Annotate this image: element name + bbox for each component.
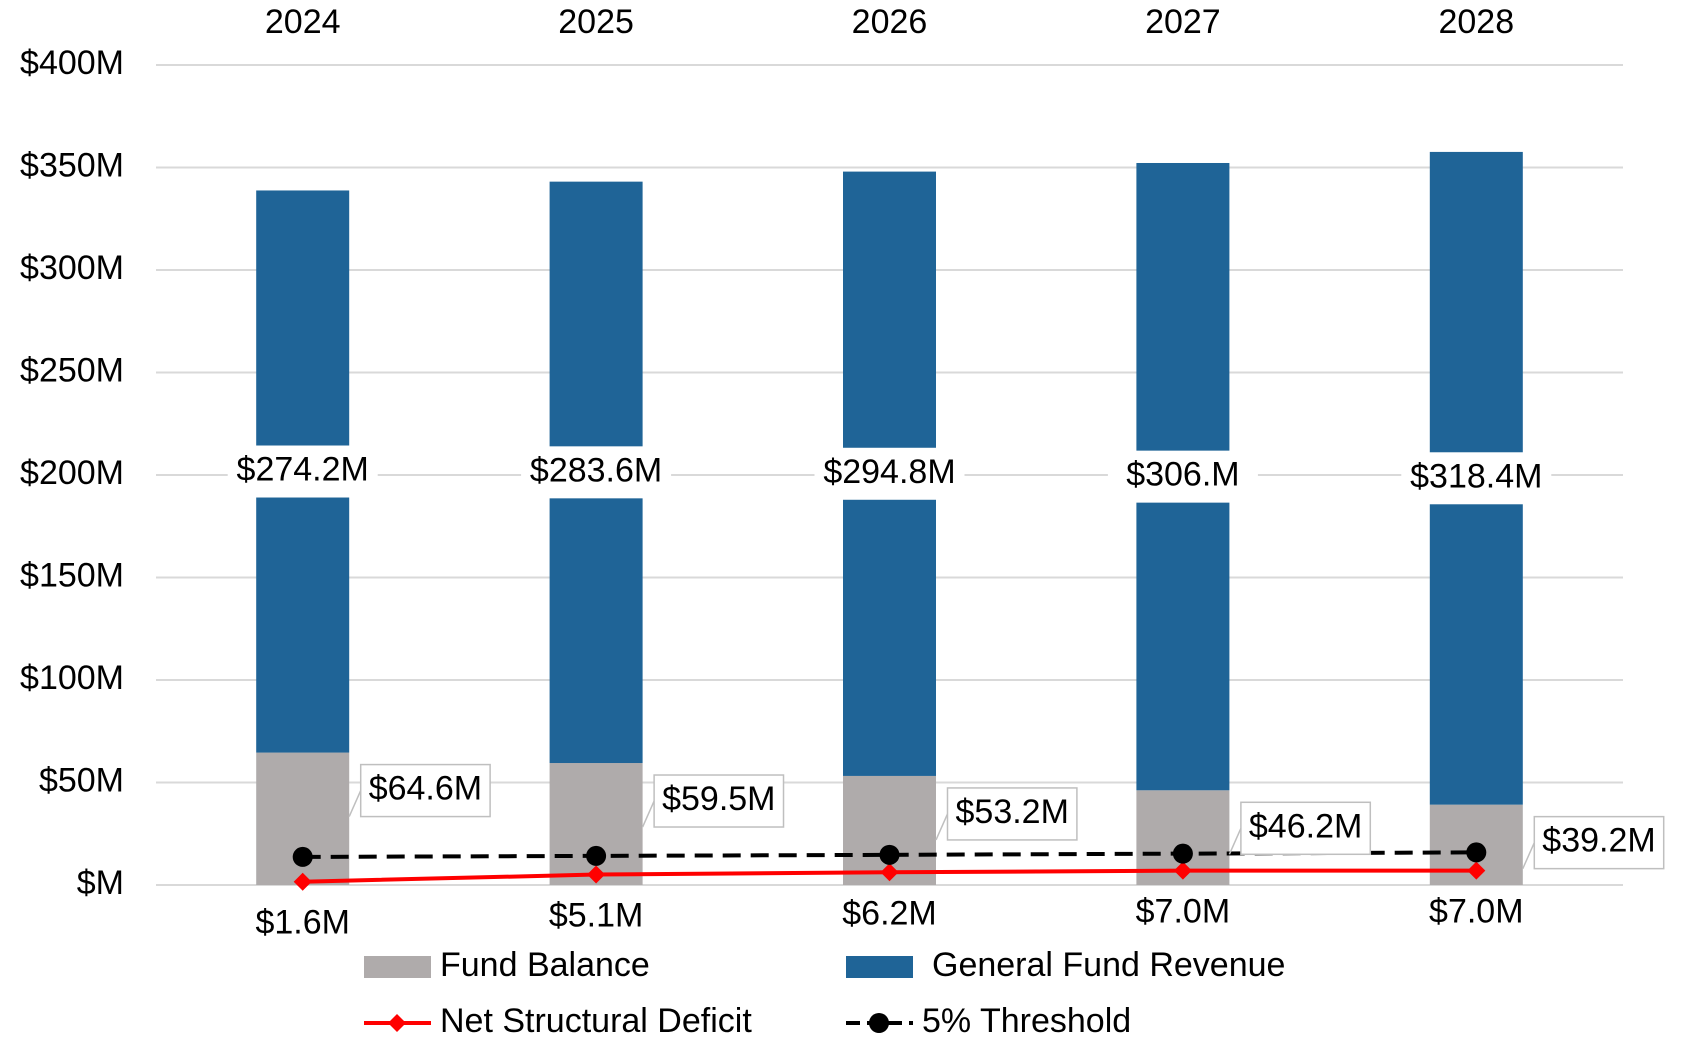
marker [1467, 861, 1486, 880]
y-tick-label: $400M [20, 44, 124, 82]
marker [587, 865, 606, 884]
y-tick-label: $150M [20, 556, 124, 594]
legend-swatch [846, 956, 913, 978]
x-tick-label: 2025 [558, 3, 634, 41]
data-label: $64.6M [369, 770, 482, 808]
leader [641, 800, 655, 828]
leader [348, 790, 362, 817]
leader [1522, 842, 1535, 869]
marker [1466, 842, 1487, 863]
data-label: $7.0M [1429, 893, 1524, 931]
data-label: $1.6M [255, 904, 350, 942]
label-bg [521, 446, 672, 499]
legend-label: 5% Threshold [922, 1002, 1131, 1040]
marker [1172, 843, 1193, 864]
label-bg [1107, 450, 1258, 503]
y-tick-label: $350M [20, 146, 124, 184]
y-tick-label: $200M [20, 454, 124, 492]
data-label: $46.2M [1249, 807, 1362, 845]
label-bg [1401, 452, 1552, 505]
x-tick-label: 2027 [1145, 3, 1221, 41]
y-tick-label: $M [77, 864, 124, 902]
data-label: $7.0M [1136, 893, 1231, 931]
marker [1173, 861, 1192, 880]
leader [1228, 827, 1242, 855]
legend-marker [388, 1014, 406, 1032]
data-label: $318.4M [1410, 457, 1542, 495]
legend-swatch [364, 956, 431, 978]
label-bg [227, 445, 378, 498]
marker [880, 863, 899, 882]
y-tick-label: $300M [20, 249, 124, 287]
data-label: $294.8M [823, 453, 955, 491]
data-label: $306.M [1126, 456, 1239, 494]
y-tick-label: $100M [20, 659, 124, 697]
label-box [946, 787, 1078, 841]
x-tick-label: 2028 [1438, 3, 1514, 41]
data-label: $39.2M [1542, 822, 1655, 860]
data-label: $53.2M [956, 793, 1069, 831]
marker [586, 845, 607, 866]
y-tick-label: $250M [20, 351, 124, 389]
marker [292, 846, 313, 867]
label-box [359, 763, 491, 818]
marker [879, 844, 900, 865]
label-box [1533, 815, 1665, 870]
legend-marker [869, 1013, 889, 1033]
y-tick-label: $50M [39, 761, 124, 799]
legend-label: Fund Balance [440, 946, 650, 984]
label-bg [814, 447, 965, 500]
leader [935, 813, 949, 841]
data-label: $59.5M [662, 780, 775, 818]
x-tick-label: 2026 [852, 3, 928, 41]
data-label: $274.2M [237, 450, 369, 488]
legend-label: Net Structural Deficit [440, 1002, 752, 1040]
x-tick-label: 2024 [265, 3, 341, 41]
data-label: $283.6M [530, 451, 662, 489]
label-box [1240, 801, 1372, 856]
data-label: $5.1M [549, 897, 644, 935]
marker [293, 872, 312, 891]
data-label: $6.2M [842, 894, 937, 932]
label-box [653, 774, 785, 828]
legend-label: General Fund Revenue [932, 946, 1285, 984]
